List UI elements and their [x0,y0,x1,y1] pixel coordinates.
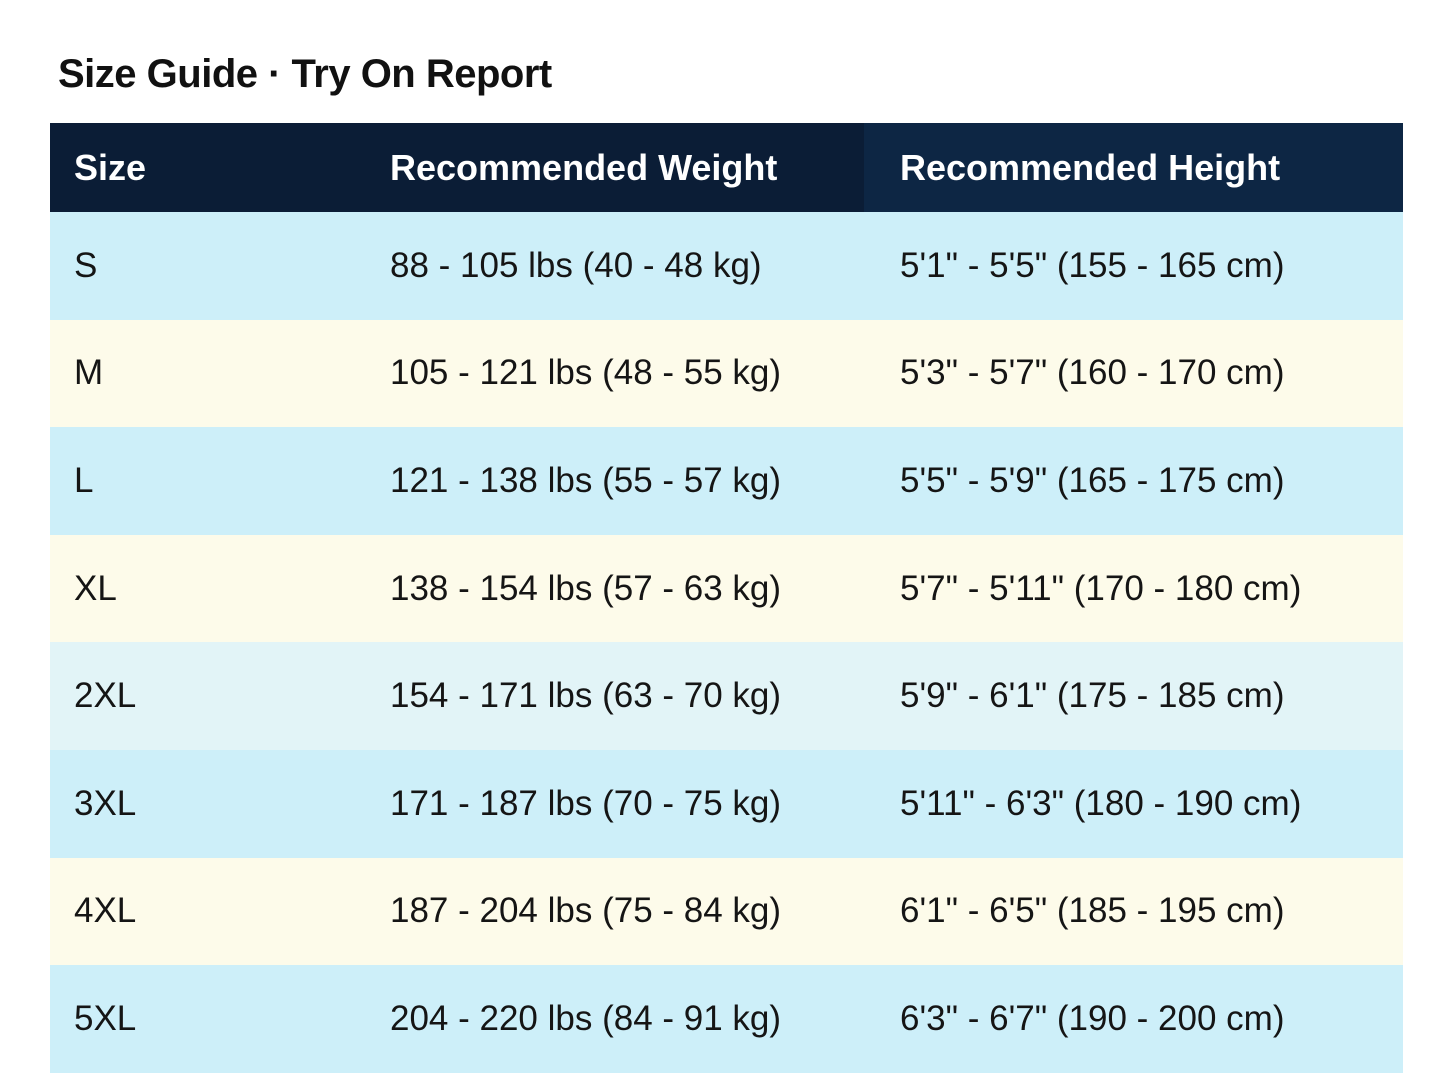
cell-size: 4XL [74,891,137,931]
cell-size: L [74,460,94,500]
table-row: 4XL 187 - 204 lbs (75 - 84 kg) 6'1" - 6'5"… [50,857,1403,966]
cell-size: 2XL [74,676,137,716]
page-title: Size Guide · Try On Report [58,52,552,96]
cell-size: M [74,353,104,393]
table-row: 2XL 154 - 171 lbs (63 - 70 kg) 5'9" - 6'1"… [50,642,1403,750]
cell-weight: 138 - 154 lbs (57 - 63 kg) [390,568,782,608]
cell-height: 5'11" - 6'3" (180 - 190 cm) [900,783,1302,823]
cell-height: 5'3" - 5'7" (160 - 170 cm) [900,353,1285,393]
cell-size: S [74,245,98,285]
cell-size: 3XL [74,783,137,823]
cell-weight: 204 - 220 lbs (84 - 91 kg) [390,998,782,1038]
table-row: 5XL 204 - 220 lbs (84 - 91 kg) 6'3" - 6'7"… [50,965,1403,1073]
table-row: S 88 - 105 lbs (40 - 48 kg) 5'1" - 5'5" (1… [50,212,1403,320]
cell-weight: 187 - 204 lbs (75 - 84 kg) [390,891,782,931]
cell-weight: 88 - 105 lbs (40 - 48 kg) [390,245,762,285]
cell-height: 5'9" - 6'1" (175 - 185 cm) [900,676,1285,716]
cell-weight: 105 - 121 lbs (48 - 55 kg) [390,353,782,393]
table-row: L 121 - 138 lbs (55 - 57 kg) 5'5" - 5'9" (… [50,427,1403,535]
cell-height: 6'3" - 6'7" (190 - 200 cm) [900,998,1285,1038]
cell-weight: 154 - 171 lbs (63 - 70 kg) [390,676,782,716]
table-row: 3XL 171 - 187 lbs (70 - 75 kg) 5'11" - 6'3… [50,749,1403,858]
table-row: XL 138 - 154 lbs (57 - 63 kg) 5'7" - 5'11"… [50,534,1403,643]
table-row: M 105 - 121 lbs (48 - 55 kg) 5'3" - 5'7" (… [50,319,1403,428]
cell-height: 6'1" - 6'5" (185 - 195 cm) [900,891,1285,931]
cell-weight: 171 - 187 lbs (70 - 75 kg) [390,783,782,823]
cell-height: 5'7" - 5'11" (170 - 180 cm) [900,568,1302,608]
cell-height: 5'1" - 5'5" (155 - 165 cm) [900,245,1285,285]
table-header: Size Recommended Weight Recommended Heig… [50,123,1403,212]
cell-weight: 121 - 138 lbs (55 - 57 kg) [390,460,782,500]
header-weight: Recommended Weight [390,146,778,188]
cell-size: XL [74,568,117,608]
header-size: Size [74,146,147,188]
size-table: Size Recommended Weight Recommended Heig… [50,123,1403,1073]
cell-height: 5'5" - 5'9" (165 - 175 cm) [900,460,1285,500]
cell-size: 5XL [74,998,137,1038]
header-height: Recommended Height [864,123,1403,212]
